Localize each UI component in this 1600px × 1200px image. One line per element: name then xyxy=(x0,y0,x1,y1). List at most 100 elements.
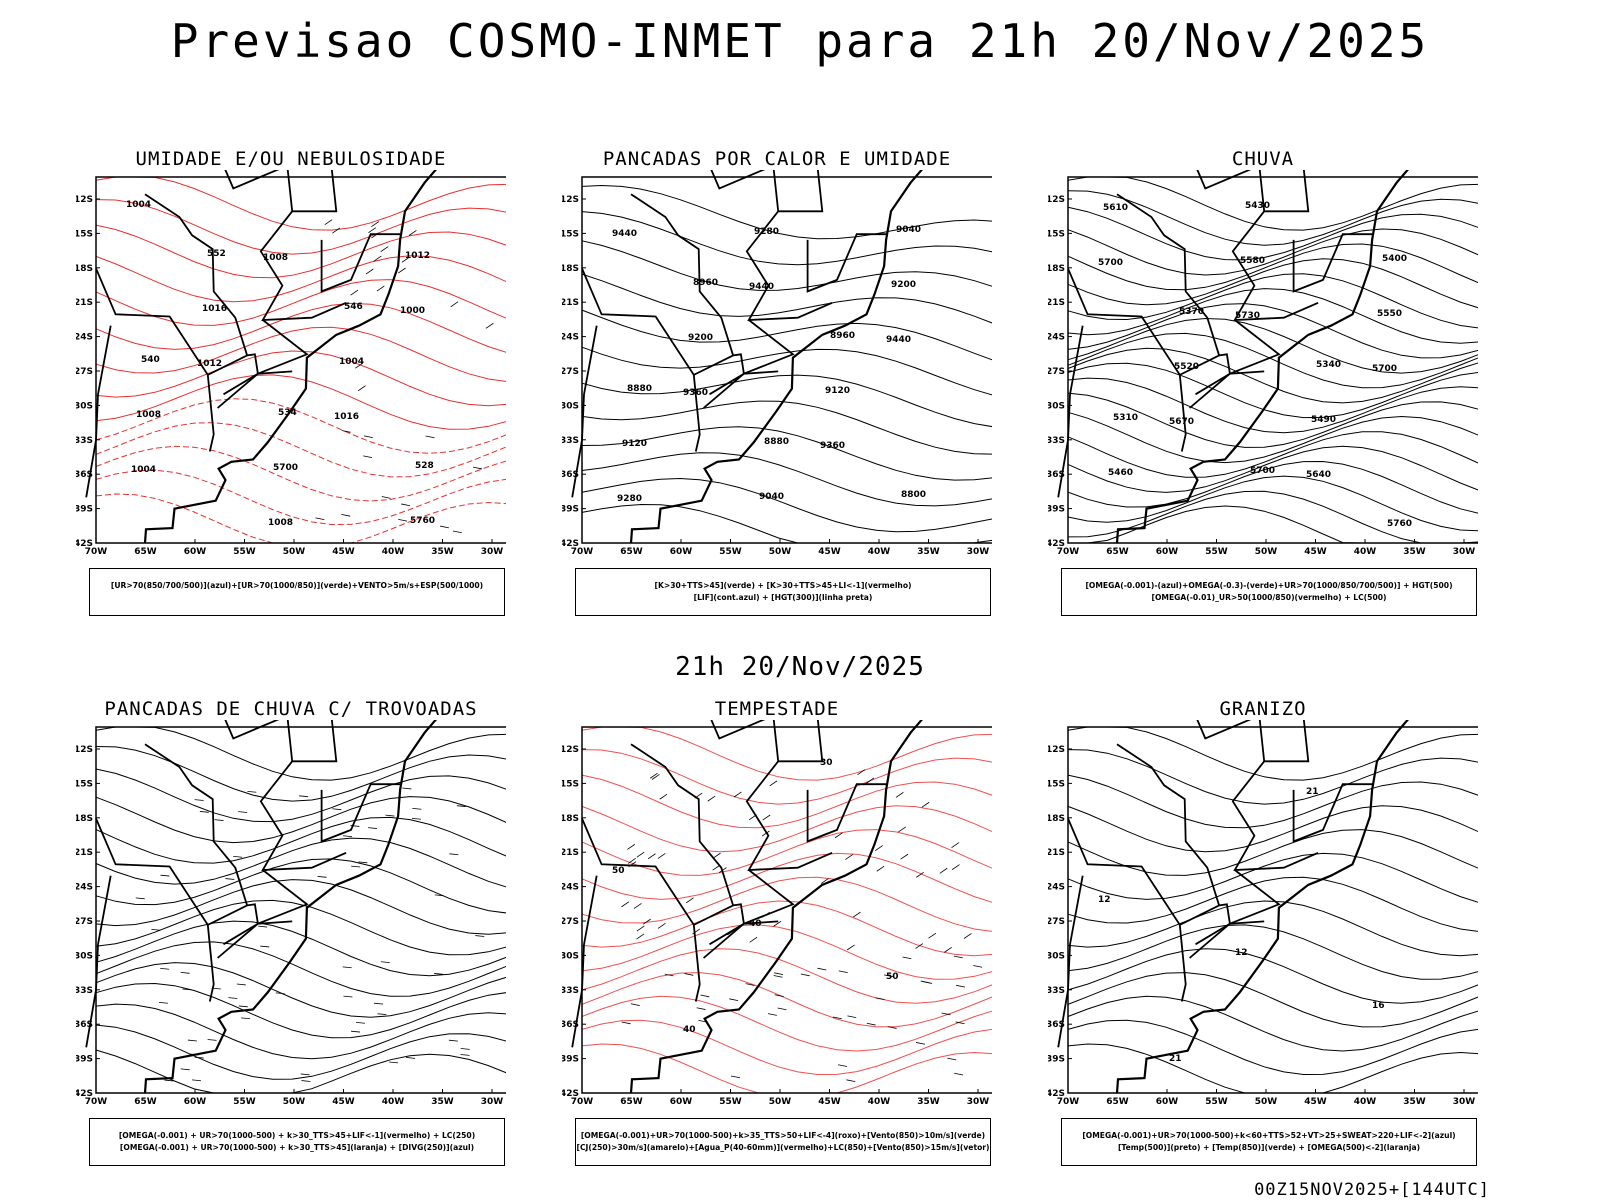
contour-label: 9120 xyxy=(825,386,850,396)
panel-rain: CHUVA 5700 5730 5700 5670 5640 5610 5580 5550 55… xyxy=(1048,148,1478,638)
wind-arrow xyxy=(350,289,359,296)
contour-line xyxy=(95,224,506,279)
wind-arrow xyxy=(233,855,243,858)
contour-line xyxy=(581,346,992,396)
lat-label: 27S xyxy=(562,917,579,927)
contour-line xyxy=(1067,258,1478,309)
contour-line xyxy=(1067,972,1478,1028)
wind-arrow xyxy=(158,1001,168,1004)
map-layers: 5700 5730 5700 5670 5640 5610 5580 5550 5520 5490… xyxy=(1057,170,1478,544)
wind-arrow xyxy=(939,867,948,874)
lon-label: 55W xyxy=(1205,547,1228,557)
contour-line xyxy=(95,302,506,353)
wind-arrow xyxy=(834,832,843,839)
wind-arrow xyxy=(749,936,758,943)
contour-label: 50 xyxy=(612,866,625,876)
lat-label: 30S xyxy=(1048,401,1065,411)
contour-label: 9280 xyxy=(754,227,779,237)
wind-arrow xyxy=(963,933,972,939)
wind-arrow xyxy=(460,1054,470,1056)
lat-label: 18S xyxy=(562,814,579,824)
wind-arrow xyxy=(402,787,412,790)
state-border xyxy=(1195,920,1265,946)
contour-line xyxy=(1067,852,1478,903)
lon-label: 70W xyxy=(571,1097,594,1107)
contour-label: 5700 xyxy=(1098,258,1123,268)
map-plot: 9440944094409360936092809280920092009120… xyxy=(562,170,992,557)
lon-label: 65W xyxy=(620,1097,643,1107)
wind-arrow xyxy=(380,246,389,252)
page-title: Previsao COSMO-INMET para 21h 20/Nov/202… xyxy=(170,14,1430,68)
contour-line xyxy=(1067,377,1478,434)
lon-label: 60W xyxy=(184,1097,207,1107)
contour-line xyxy=(1067,303,1478,359)
contour-label: 8880 xyxy=(627,384,652,394)
wind-arrow xyxy=(194,799,204,801)
panel-heat-showers: PANCADAS POR CALOR E UMIDADE 9440 9440 944… xyxy=(562,148,992,638)
state-border xyxy=(1178,374,1187,452)
wind-arrow xyxy=(767,1013,777,1016)
contour-label: 5760 xyxy=(1387,519,1412,529)
legend-line: [LIF](cont.azul) + [HGT(300)](linha pret… xyxy=(693,593,873,602)
wind-arrow xyxy=(258,925,268,928)
wind-arrow xyxy=(685,897,694,904)
lat-label: 18S xyxy=(76,814,93,824)
lat-label: 30S xyxy=(562,951,579,961)
wind-arrow xyxy=(928,932,937,939)
map-layers xyxy=(85,720,506,1094)
map-layers: 12 12 16 21 21 xyxy=(1057,720,1478,1094)
contour-label: 1008 xyxy=(268,518,293,528)
wind-arrow xyxy=(241,1017,251,1020)
lat-label: 33S xyxy=(562,436,579,446)
wind-arrow xyxy=(659,793,668,800)
state-border xyxy=(743,869,795,925)
state-border xyxy=(1229,869,1281,925)
contour-line xyxy=(1067,431,1478,478)
wind-arrow xyxy=(838,1064,848,1067)
contour-layer: 5700 5730 5700 5670 5640 5610 5580 5550 5520 5490… xyxy=(1067,176,1478,544)
state-border xyxy=(692,374,701,452)
lon-label: 50W xyxy=(769,547,792,557)
lon-label: 55W xyxy=(1205,1097,1228,1107)
legend-box: [OMEGA(-0.001) + UR>70(1000-500) + k>30_… xyxy=(89,1118,505,1166)
wind-arrow xyxy=(846,944,855,951)
wind-arrow xyxy=(368,827,378,829)
contour-line xyxy=(581,240,992,291)
contour-line xyxy=(581,211,992,266)
legend-box: [OMEGA(-0.001)-(azul)+OMEGA(-0.3)-(verde… xyxy=(1061,568,1477,616)
lon-label: 40W xyxy=(868,1097,891,1107)
state-border xyxy=(1067,818,1220,927)
wind-arrow xyxy=(411,817,421,820)
wind-arrow xyxy=(373,255,382,262)
wind-arrow xyxy=(832,1016,842,1020)
coastline xyxy=(143,720,437,1094)
panel-thunderstorm-showers: PANCADAS DE CHUVA C/ TROVOADAS 12S 15S 18S… xyxy=(76,698,506,1188)
contour-line xyxy=(1067,243,1478,291)
contour-line xyxy=(1067,273,1478,329)
lat-label: 21S xyxy=(562,848,579,858)
contour-line xyxy=(95,1003,506,1060)
wind-arrow xyxy=(773,920,782,927)
contour-label: 1000 xyxy=(400,306,425,316)
contour-label: 30 xyxy=(820,758,833,768)
contour-line xyxy=(581,852,992,903)
wind-arrow xyxy=(777,1007,787,1011)
contour-line xyxy=(95,422,506,478)
lon-label: 45W xyxy=(332,1097,355,1107)
contour-label: 21 xyxy=(1169,1054,1182,1064)
wind-arrow xyxy=(627,844,636,850)
lon-label: 60W xyxy=(670,1097,693,1107)
contour-label: 1008 xyxy=(136,410,161,420)
contour-line xyxy=(95,493,506,544)
lon-label: 70W xyxy=(571,547,594,557)
lon-label: 35W xyxy=(917,1097,940,1107)
lat-label: 33S xyxy=(76,436,93,446)
lon-label: 55W xyxy=(233,1097,256,1107)
contour-line xyxy=(581,374,992,428)
state-border xyxy=(1057,325,1084,498)
wind-arrow xyxy=(315,517,325,521)
wind-arrow xyxy=(389,1061,399,1064)
wind-arrow xyxy=(846,1079,856,1082)
